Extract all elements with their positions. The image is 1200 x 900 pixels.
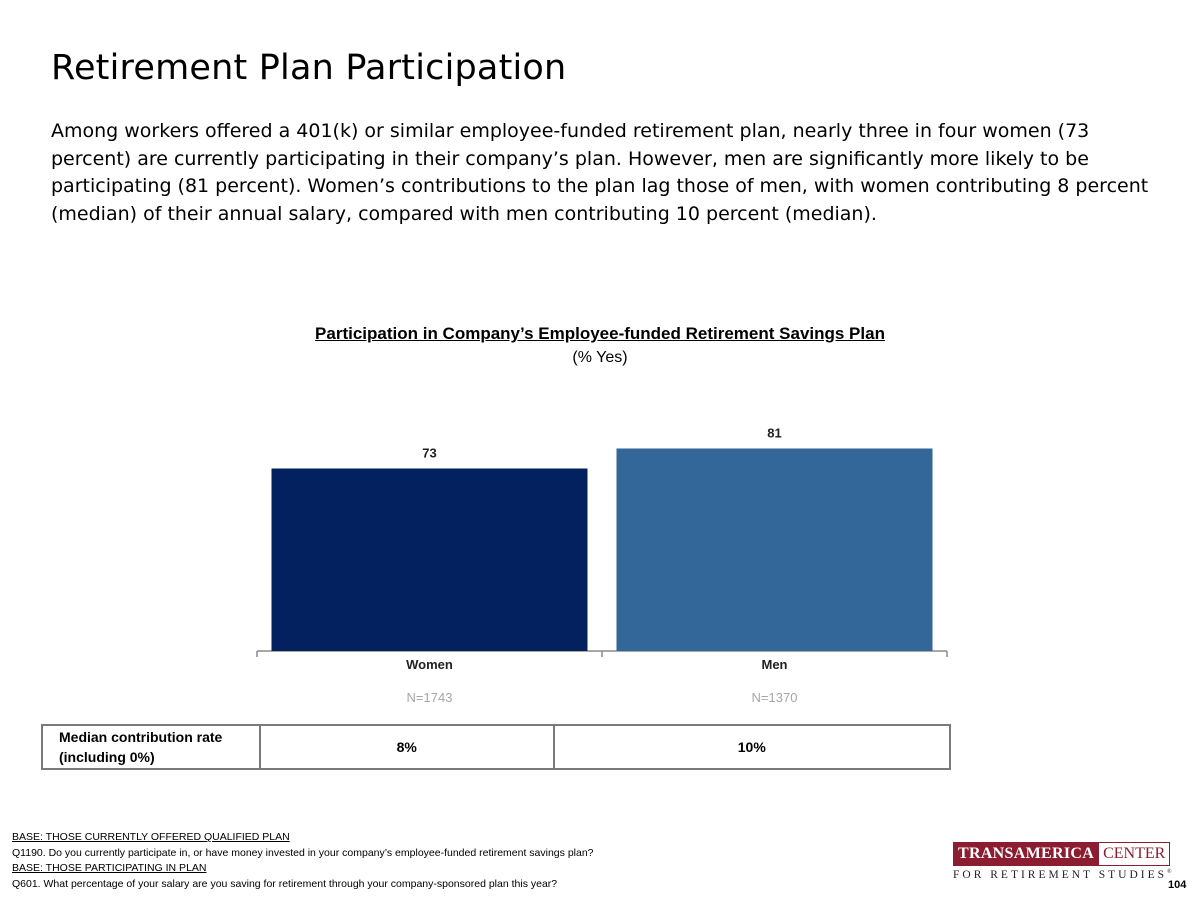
row-label-line2: (including 0%)	[59, 749, 155, 765]
logo-tagline-row: FOR RETIREMENT STUDIES®	[953, 869, 1172, 881]
logo-center: CENTER	[1098, 842, 1171, 866]
footnote-base-offered: BASE: THOSE CURRENTLY OFFERED QUALIFIED …	[12, 831, 290, 843]
data-label-men: 81	[767, 426, 781, 441]
women-contribution-cell: 8%	[259, 724, 555, 770]
sample-size-women: N=1743	[407, 690, 453, 705]
category-label-men: Men	[762, 657, 788, 672]
category-label-women: Women	[406, 657, 453, 672]
footnote-question-q1190: Q1190. Do you currently participate in, …	[12, 846, 594, 859]
bar-women	[271, 468, 588, 651]
page-title: Retirement Plan Participation	[51, 48, 567, 88]
page-number: 104	[1168, 879, 1187, 891]
row-label-line1: Median contribution rate	[59, 729, 223, 745]
footnote-base-participating: BASE: THOSE PARTICIPATING IN PLAN	[12, 862, 207, 874]
footnotes: BASE: THOSE CURRENTLY OFFERED QUALIFIED …	[12, 830, 594, 892]
chart-subtitle: (% Yes)	[572, 349, 628, 366]
footnote-question-q601: Q601. What percentage of your salary are…	[12, 877, 558, 890]
intro-paragraph: Among workers offered a 401(k) or simila…	[51, 120, 1149, 225]
logo-tagline: FOR RETIREMENT STUDIES	[953, 869, 1168, 881]
median-contribution-table: Median contribution rate (including 0%) …	[41, 724, 952, 770]
sample-size-men: N=1370	[752, 690, 798, 705]
row-label-cell: Median contribution rate (including 0%)	[41, 724, 261, 770]
logo-brand: TRANSAMERICA	[953, 842, 1099, 866]
chart-title: Participation in Company’s Employee-fund…	[315, 324, 885, 343]
participation-bar-chart: 73 Women N=1743 81 Men N=1370	[256, 426, 948, 705]
men-contribution-cell: 10%	[552, 724, 952, 770]
table-row: Median contribution rate (including 0%) …	[41, 724, 952, 770]
registered-mark: ®	[1167, 869, 1172, 876]
bar-men	[616, 448, 933, 651]
data-label-women: 73	[422, 446, 436, 461]
transamerica-logo: TRANSAMERICA CENTER FOR RETIREMENT STUDI…	[953, 842, 1172, 881]
